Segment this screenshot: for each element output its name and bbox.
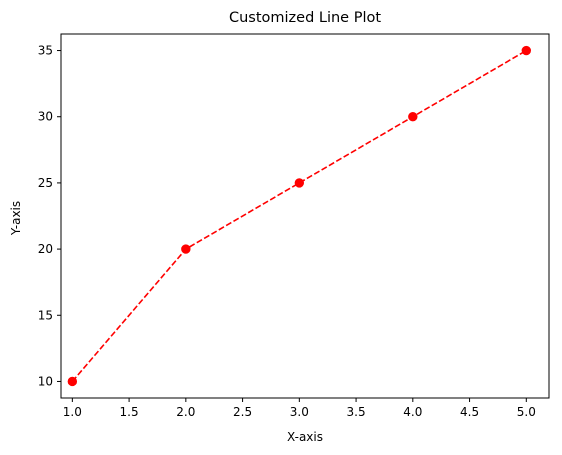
- x-tick-label: 2.5: [233, 405, 252, 419]
- x-tick-label: 1.0: [63, 405, 82, 419]
- y-tick-label: 30: [38, 110, 53, 124]
- x-tick-label: 1.5: [120, 405, 139, 419]
- plot-area: [60, 33, 550, 399]
- data-point: [67, 376, 78, 387]
- data-point: [408, 112, 418, 122]
- x-tick-label: 4.5: [460, 405, 479, 419]
- x-tick-label: 5.0: [517, 405, 536, 419]
- y-tick-label: 20: [38, 242, 53, 256]
- y-tick-label: 25: [38, 176, 53, 190]
- y-tick-label: 10: [38, 374, 53, 388]
- data-point: [181, 244, 191, 254]
- series-line: [71, 49, 527, 382]
- x-tick-label: 4.0: [403, 405, 422, 419]
- plot-frame: [60, 33, 550, 399]
- x-axis-ticks: 1.0 1.5 2.0 2.5 3.0 3.5 4.0 4.5 5.0: [63, 398, 536, 419]
- series-group: [67, 45, 532, 387]
- chart-title: Customized Line Plot: [229, 10, 381, 26]
- data-point: [294, 178, 305, 188]
- y-tick-label: 15: [38, 308, 53, 322]
- y-tick-label: 35: [38, 44, 53, 58]
- y-axis-ticks: 10 15 20 25 30 35: [38, 44, 61, 388]
- x-axis-label: X-axis: [287, 430, 323, 444]
- x-tick-label: 3.5: [347, 405, 366, 419]
- x-tick-label: 2.0: [176, 405, 195, 419]
- x-tick-label: 3.0: [290, 405, 309, 419]
- y-axis-label: Y-axis: [9, 201, 23, 236]
- data-point: [521, 45, 532, 56]
